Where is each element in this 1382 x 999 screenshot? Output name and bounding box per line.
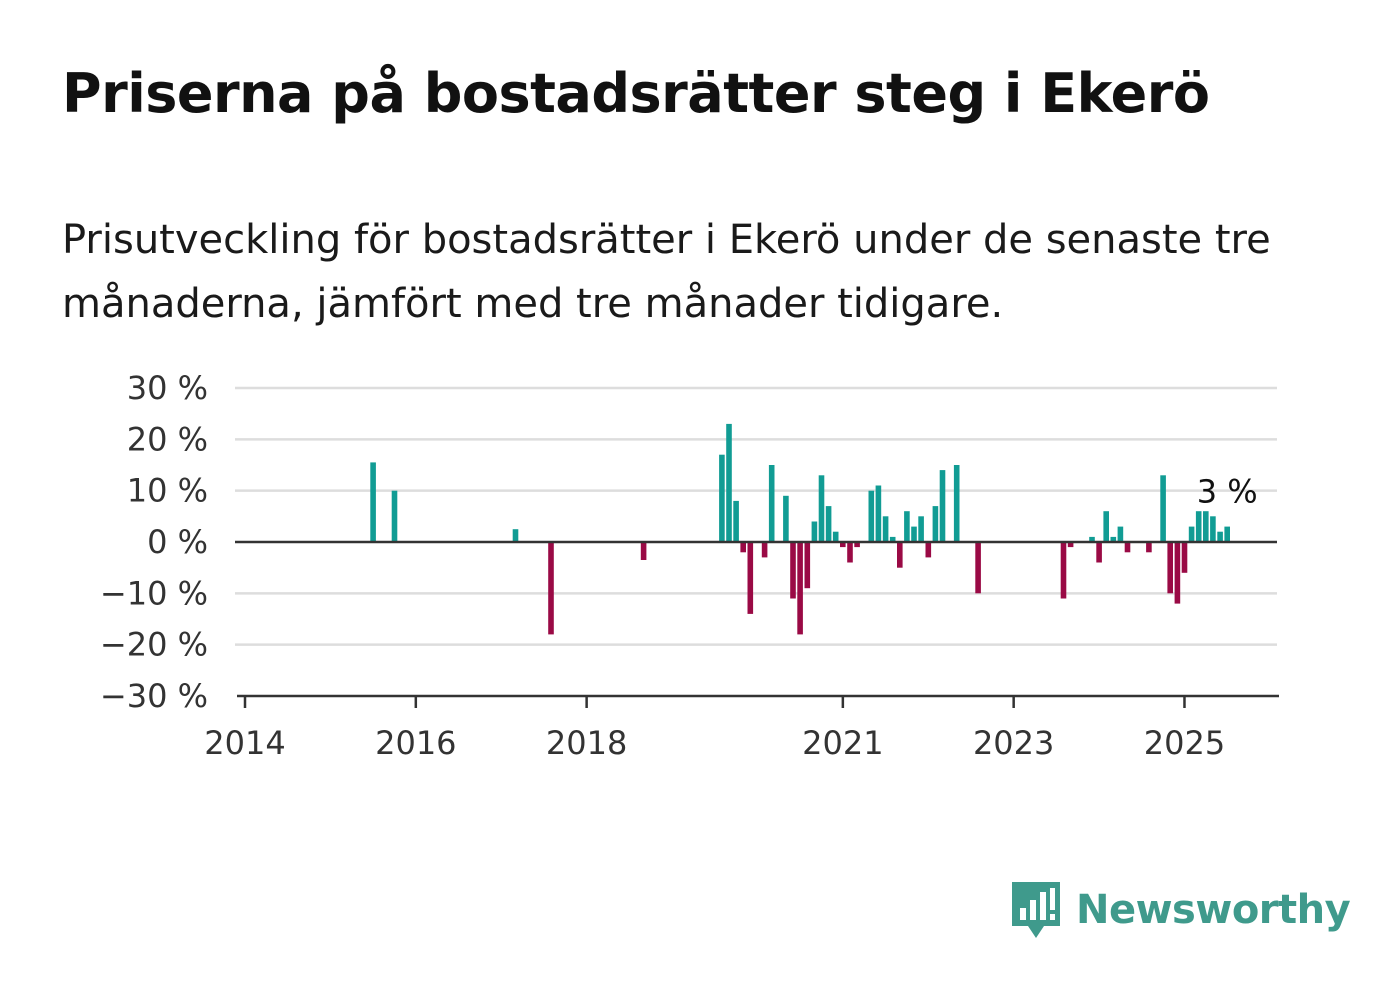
bar [783,495,789,542]
bar [811,521,818,542]
bar [840,542,846,548]
bar [1195,511,1202,542]
bar [790,542,796,599]
bar [1146,542,1152,553]
bar [1067,542,1074,548]
bar [904,511,910,542]
bar [854,542,860,548]
bar [747,542,754,614]
bar [939,470,946,542]
bar [804,542,811,589]
bar [889,536,896,542]
bar [1103,511,1109,542]
bar [548,542,554,635]
y-tick-label: −20 % [100,626,208,664]
bar [1210,516,1216,542]
bar [1160,475,1166,542]
chart-title: Priserna på bostadsrätter steg i Ekerö [62,62,1210,125]
bars [370,423,1230,635]
bar [818,475,825,542]
bar [719,454,725,542]
x-tick-label: 2016 [375,724,456,762]
bar-chart-logo-icon [1012,882,1060,938]
x-tick-label: 2018 [546,724,627,762]
bar [953,465,960,542]
bar [1110,536,1117,542]
bar [640,542,647,560]
bar [875,485,882,542]
y-tick-label: 20 % [127,420,208,458]
bar [1089,536,1095,542]
bar [1096,542,1102,563]
bar [932,506,939,542]
bar [868,490,875,542]
bar-chart: 30 % 20 % 10 % 0 % −10 % −20 % −30 % 2014 2016 20… [100,369,1279,762]
bar [847,542,853,563]
bar [1117,526,1124,542]
bar [733,500,739,542]
bar [975,542,981,594]
x-tick-label: 2025 [1144,724,1225,762]
axes [235,540,1279,708]
bar [1174,542,1181,604]
bar [740,542,746,553]
bar [897,542,903,568]
last-value-label: 3 % [1197,473,1258,511]
gridlines [235,386,1277,646]
bar [512,529,519,542]
y-tick-label: −10 % [100,574,208,612]
bar [882,516,889,542]
x-tick-label: 2021 [802,724,883,762]
x-tick-label: 2023 [973,724,1054,762]
bar [761,542,768,558]
bar [1203,511,1209,542]
bar [1124,542,1131,553]
tick-labels: 30 % 20 % 10 % 0 % −10 % −20 % −30 % 2014 2016 20… [100,369,1258,762]
bar [797,542,803,635]
newsworthy-logo: Newsworthy [1010,878,1351,942]
bar [911,526,917,542]
bar [1217,531,1223,542]
y-tick-label: 0 % [147,523,208,561]
bar [370,462,376,542]
y-tick-label: 10 % [127,472,208,510]
bar [925,542,932,558]
bar [726,423,732,542]
bar [1167,542,1173,594]
bar [1181,542,1188,573]
bar [918,516,924,542]
y-tick-label: 30 % [127,369,208,407]
bar [391,490,398,542]
bar [825,506,832,542]
y-tick-label: −30 % [100,677,208,715]
bar [768,465,775,542]
bar [1188,526,1195,542]
bar [832,531,839,542]
chart-subtitle: Prisutveckling för bostadsrätter i Ekerö… [62,217,1271,327]
bar [1224,526,1230,542]
x-tick-label: 2014 [204,724,285,762]
brand-name: Newsworthy [1076,887,1351,933]
bar [1060,542,1067,599]
